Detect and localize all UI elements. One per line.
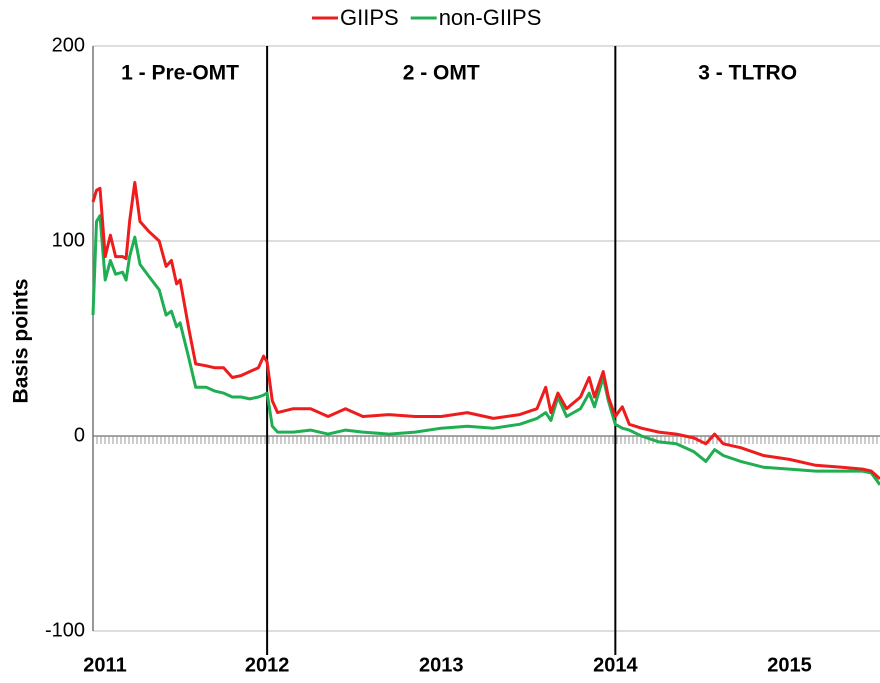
legend-label: GIIPS — [340, 5, 399, 30]
annotation: 2 - OMT — [403, 62, 480, 85]
y-tick-label: -100 — [45, 619, 85, 641]
annotation: 3 - TLTRO — [698, 62, 797, 85]
y-tick-label: 200 — [52, 34, 85, 56]
axis-minor-ticks — [93, 436, 880, 444]
y-axis-label: Basis points — [10, 279, 33, 404]
x-tick-label: 2015 — [767, 654, 812, 676]
annotation: 1 - Pre-OMT — [121, 62, 239, 85]
legend-label: non-GIIPS — [439, 5, 542, 30]
y-tick-label: 0 — [74, 424, 85, 446]
x-tick-label: 2011 — [83, 654, 126, 676]
series-line — [91, 181, 880, 481]
x-tick-label: 2013 — [419, 654, 464, 676]
x-tick-label: 2012 — [245, 654, 290, 676]
y-tick-label: 100 — [52, 229, 85, 251]
x-tick-label: 2014 — [593, 654, 638, 676]
series-line — [91, 214, 880, 486]
